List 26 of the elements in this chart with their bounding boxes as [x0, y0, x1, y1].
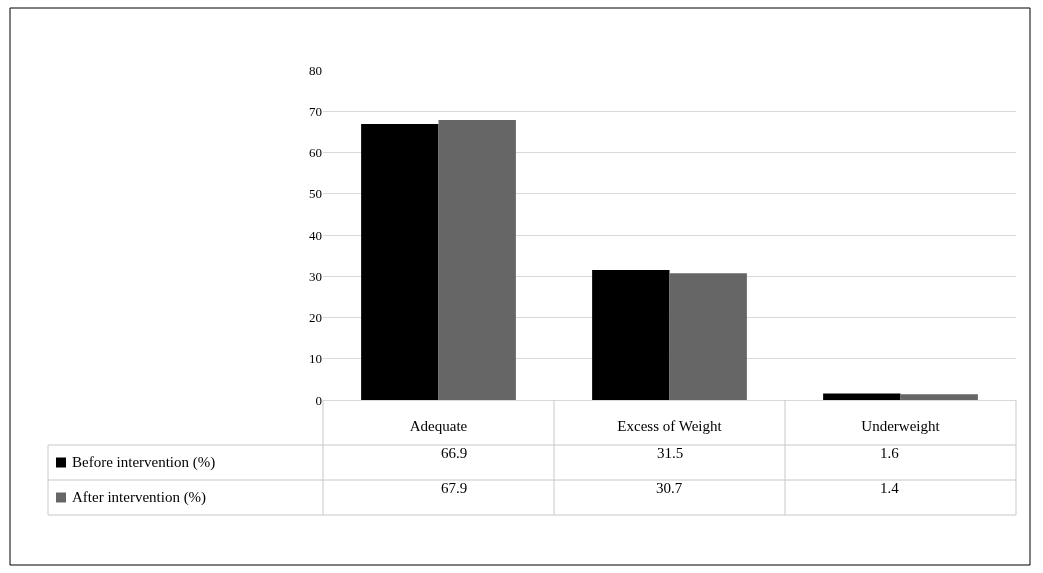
bar [669, 273, 747, 400]
data-label: 1.6 [880, 445, 900, 461]
bar [361, 124, 439, 400]
data-label: 67.9 [441, 480, 468, 496]
y-tick-label: 20 [309, 310, 322, 326]
y-tick-label: 60 [309, 145, 322, 161]
bar [823, 393, 901, 400]
bar [438, 119, 516, 400]
legend-label: Before intervention (%) [72, 454, 216, 471]
y-tick-label: 10 [309, 351, 322, 367]
legend-label: After intervention (%) [72, 489, 207, 506]
x-tick-label: Excess of Weight [617, 418, 723, 434]
data-label: 66.9 [441, 445, 468, 461]
bar [900, 394, 978, 400]
data-label: 1.4 [880, 480, 900, 496]
y-tick-label: 0 [315, 392, 322, 408]
y-tick-label: 70 [309, 103, 322, 119]
x-tick-label: Adequate [409, 418, 468, 434]
y-tick-label: 30 [309, 268, 322, 284]
y-tick-label: 40 [309, 227, 322, 243]
bar [592, 270, 670, 400]
data-label: 31.5 [657, 445, 684, 461]
y-tick-label: 50 [309, 186, 322, 202]
data-label: 30.7 [656, 480, 683, 496]
x-tick-label: Underweight [861, 418, 941, 434]
y-tick-label: 80 [309, 62, 322, 78]
